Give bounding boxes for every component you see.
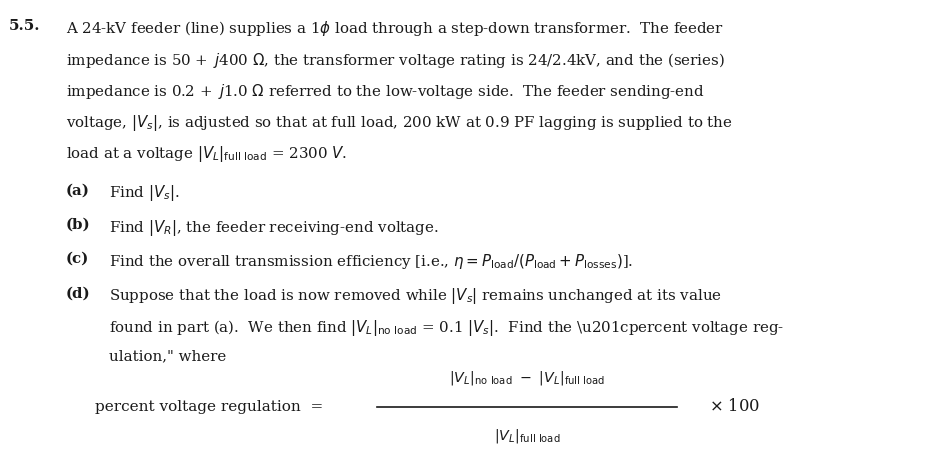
- Text: impedance is 50 + $\,j$400 $\Omega$, the transformer voltage rating is 24/2.4kV,: impedance is 50 + $\,j$400 $\Omega$, the…: [66, 51, 724, 69]
- Text: found in part (a).  We then find $|V_L|_{\rm no\ load}$ = 0.1 $|V_s|$.  Find the: found in part (a). We then find $|V_L|_{…: [109, 318, 784, 338]
- Text: $\times$ 100: $\times$ 100: [708, 398, 760, 415]
- Text: (b): (b): [66, 218, 91, 232]
- Text: (d): (d): [66, 286, 91, 300]
- Text: Find the overall transmission efficiency [i.e., $\eta = P_{\rm load}/(P_{\rm loa: Find the overall transmission efficiency…: [109, 252, 632, 271]
- Text: voltage, $|V_s|$, is adjusted so that at full load, 200 kW at 0.9 PF lagging is : voltage, $|V_s|$, is adjusted so that at…: [66, 113, 732, 133]
- Text: load at a voltage $|V_L|_{\rm full\ load}$ = 2300 $V$.: load at a voltage $|V_L|_{\rm full\ load…: [66, 144, 346, 164]
- Text: Find $|V_R|$, the feeder receiving-end voltage.: Find $|V_R|$, the feeder receiving-end v…: [109, 218, 438, 238]
- Text: $|V_L|_{\rm no\ load}\ -\ |V_L|_{\rm full\ load}$: $|V_L|_{\rm no\ load}\ -\ |V_L|_{\rm ful…: [448, 368, 604, 387]
- Text: (a): (a): [66, 183, 90, 197]
- Text: A 24-kV feeder (line) supplies a 1$\phi$ load through a step-down transformer.  : A 24-kV feeder (line) supplies a 1$\phi$…: [66, 19, 723, 38]
- Text: impedance is 0.2 + $\,j$1.0 $\Omega$ referred to the low-voltage side.  The feed: impedance is 0.2 + $\,j$1.0 $\Omega$ ref…: [66, 82, 704, 101]
- Text: Suppose that the load is now removed while $|V_s|$ remains unchanged at its valu: Suppose that the load is now removed whi…: [109, 286, 721, 306]
- Text: ulation," where: ulation," where: [109, 349, 226, 363]
- Text: (c): (c): [66, 252, 89, 266]
- Text: Find $|V_s|$.: Find $|V_s|$.: [109, 183, 179, 203]
- Text: 5.5.: 5.5.: [8, 19, 41, 33]
- Text: $|V_L|_{\rm full\ load}$: $|V_L|_{\rm full\ load}$: [494, 427, 560, 445]
- Text: percent voltage regulation  =: percent voltage regulation =: [95, 400, 323, 414]
